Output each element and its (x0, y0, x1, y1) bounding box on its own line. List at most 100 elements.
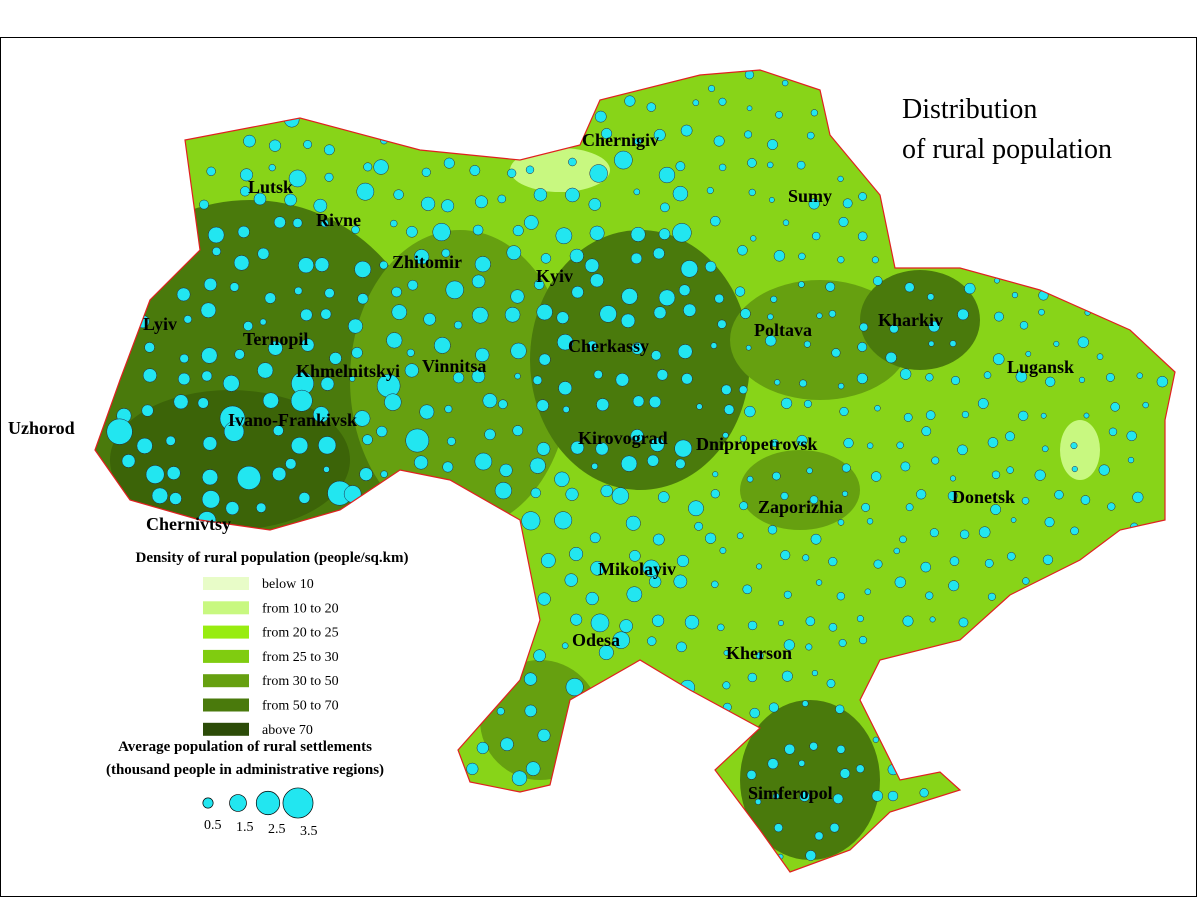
settlement-dot (391, 304, 407, 320)
settlement-dot (724, 404, 735, 415)
settlement-dot (774, 379, 781, 386)
settlement-dot (649, 575, 662, 588)
settlement-dot (634, 137, 642, 146)
settlement-dot (596, 398, 610, 412)
size-legend-circle (255, 790, 281, 816)
settlement-dot (631, 342, 644, 355)
settlement-dot (948, 580, 960, 592)
settlement-dot (658, 289, 676, 307)
size-legend-label: 1.5 (236, 820, 254, 835)
settlement-dot (769, 197, 775, 203)
settlement-dot (565, 187, 580, 203)
settlement-dot (987, 437, 999, 448)
settlement-dot (747, 620, 758, 631)
settlement-dot (183, 315, 192, 324)
settlement-dot (1053, 340, 1060, 347)
settlement-dot (386, 332, 403, 349)
settlement-dot (746, 105, 753, 112)
settlement-dot (540, 553, 556, 568)
settlement-dot (978, 526, 991, 538)
settlement-dot (443, 157, 455, 169)
settlement-dot (959, 529, 970, 539)
settlement-dot (498, 399, 508, 409)
settlement-dot (568, 157, 577, 167)
settlement-dot (768, 702, 779, 713)
settlement-dot (799, 379, 807, 388)
city-label: Donetsk (952, 487, 1015, 507)
settlement-dot (1071, 466, 1078, 473)
settlement-dot (540, 253, 552, 264)
settlement-dot (357, 293, 369, 305)
legend-swatch (203, 649, 249, 663)
settlement-dot (826, 679, 836, 688)
settlement-dot (614, 150, 633, 170)
settlement-dot (677, 344, 693, 359)
settlement-dot (723, 649, 730, 656)
settlement-dot (507, 168, 517, 178)
settlement-dot (857, 231, 868, 242)
settlement-dot (240, 186, 251, 197)
settlement-dot (321, 219, 329, 228)
settlement-dot (867, 442, 874, 449)
settlement-dot (864, 588, 871, 595)
settlement-dot (533, 188, 548, 202)
settlement-dot (476, 741, 489, 755)
settlement-dot (176, 287, 191, 302)
settlement-dot (656, 369, 668, 381)
settlement-dot (611, 487, 629, 505)
size-legend-circle (202, 797, 214, 809)
settlement-dot (1110, 402, 1120, 412)
settlement-dot (842, 198, 853, 209)
settlement-dot (421, 167, 431, 177)
settlement-dot (629, 550, 641, 562)
settlement-dot (859, 322, 869, 332)
settlement-dot (893, 547, 900, 555)
settlement-dot (744, 405, 756, 418)
settlement-dot (201, 469, 219, 486)
settlement-dot (1045, 376, 1056, 387)
settlement-dot (1070, 526, 1079, 536)
settlement-dot (106, 418, 133, 445)
settlement-dot (1106, 373, 1115, 382)
settlement-dot (811, 670, 818, 677)
settlement-dot (784, 743, 796, 755)
city-label: Uzhorod (8, 418, 75, 438)
settlement-dot (961, 411, 969, 419)
settlement-dot (419, 404, 435, 420)
settlement-dot (475, 195, 488, 209)
settlement-dot (624, 95, 636, 107)
settlement-dot (1127, 456, 1135, 464)
settlement-dot (739, 501, 748, 511)
settlement-dot (561, 642, 569, 649)
settlement-dot (533, 649, 546, 662)
settlement-dot (713, 135, 725, 147)
city-label: Kharkiv (878, 310, 943, 330)
settlement-dot (647, 454, 659, 467)
settlement-dot (557, 334, 574, 351)
settlement-dot (225, 501, 240, 516)
settlement-dot (746, 475, 754, 483)
settlement-dot (1054, 490, 1064, 500)
settlement-dot (173, 394, 189, 410)
settlement-dot (717, 623, 725, 631)
city-label: Dnipropetrovsk (696, 434, 817, 454)
settlement-dot (1083, 412, 1090, 419)
settlement-dot (599, 305, 617, 323)
settlement-dot (977, 398, 989, 409)
settlement-dot (649, 395, 662, 409)
settlement-dot (722, 432, 729, 439)
settlement-dot (1038, 308, 1045, 316)
settlement-dot (313, 198, 328, 213)
settlement-dot (237, 465, 261, 490)
settlement-dot (442, 461, 454, 473)
city-label: Ternopil (243, 329, 308, 349)
settlement-dot (284, 193, 297, 207)
settlement-dot (871, 790, 883, 802)
legend-label: below 10 (262, 577, 314, 592)
settlement-dot (630, 226, 646, 242)
settlement-dot (841, 463, 851, 473)
settlement-dot (569, 547, 584, 561)
settlement-dot (652, 533, 665, 546)
settlement-dot (234, 349, 245, 360)
settlement-dot (589, 225, 605, 241)
